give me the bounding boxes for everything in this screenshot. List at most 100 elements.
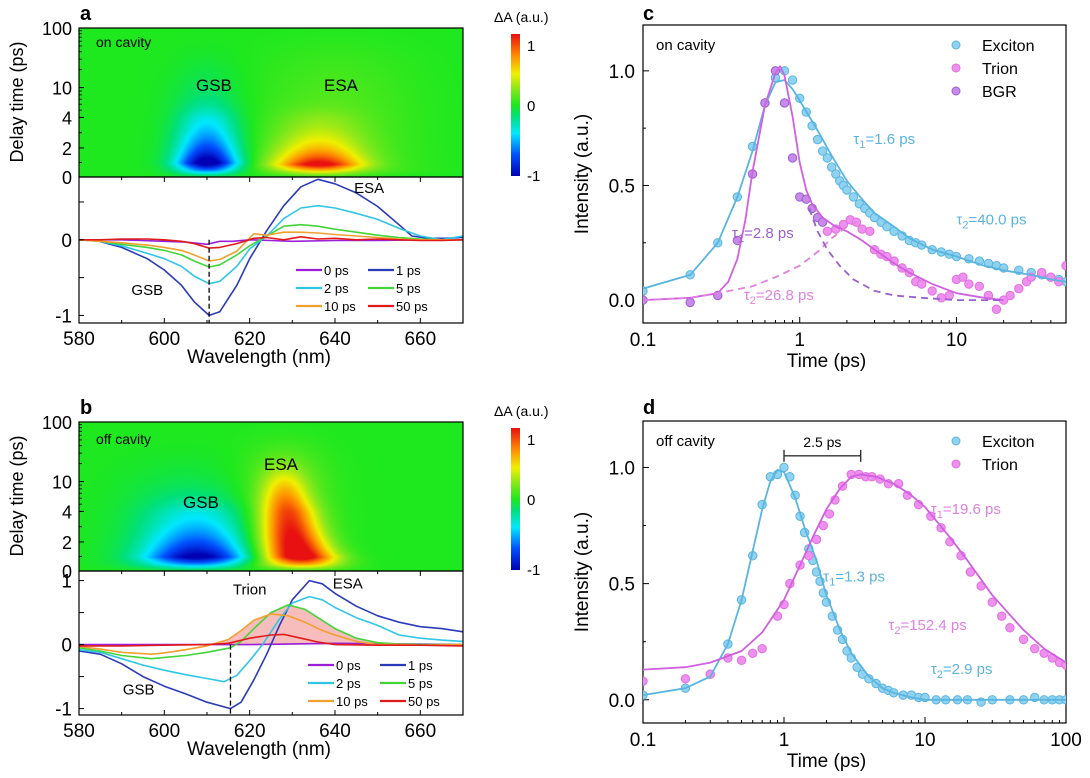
heatmap-a-canvas (79, 28, 463, 177)
tau-subscript: 1 (859, 139, 865, 151)
spectra-annotation-esa: ESA (354, 180, 384, 197)
x-axis-label: Time (ps) (787, 351, 867, 372)
legend-label-exciton: Exciton (982, 38, 1034, 55)
data-point-trion (926, 511, 936, 521)
tau-subscript: 2 (750, 295, 756, 307)
legend-label-1ps: 1 ps (396, 263, 421, 278)
legend-label-0ps: 0 ps (324, 263, 349, 278)
colorbar-b-label: ΔA (a.u.) (494, 403, 548, 419)
legend-label-50ps: 50 ps (396, 299, 428, 314)
data-point-exciton (817, 146, 828, 156)
tau-subscript: 2 (962, 219, 968, 231)
legend-marker-exciton (951, 436, 961, 446)
tau-subscript: 1 (937, 509, 943, 521)
x-tick-label: 0.1 (630, 330, 656, 351)
data-point-trion (1014, 283, 1024, 294)
data-point-trion (944, 290, 954, 301)
panel-c-label: c (643, 3, 654, 25)
data-point-trion (936, 293, 946, 303)
x-tick-label: 10 (914, 730, 935, 751)
spectrum-line-50ps (79, 633, 464, 647)
data-point-exciton (822, 153, 833, 163)
data-point-trion (964, 279, 974, 289)
fit-line-exciton-fit (643, 79, 1066, 290)
fit-label: τ1=1.6 ps (853, 131, 915, 151)
heatmap-y-tick-label: 0 (62, 562, 72, 582)
tau-value: =26.8 ps (756, 287, 814, 304)
panel-b-spectra: 580 600 620 640 660 Wavelength (nm) 1 0 -1 Trion E… (55, 570, 464, 760)
data-point-trion (748, 648, 758, 659)
heatmap-b-canvas (79, 422, 463, 571)
fit-label: τ1=19.6 ps (931, 501, 1001, 521)
legend-label-0ps: 0 ps (336, 658, 361, 673)
data-point-trion (824, 509, 835, 519)
data-point-trion (882, 251, 892, 262)
heatmap-a-y-ticks: 0 2 4 10 100 (42, 19, 84, 188)
data-point-bgr (779, 98, 790, 108)
heatmap-a-gsb-label: GSB (196, 76, 232, 95)
kinetics-annotation: on cavity (656, 37, 716, 54)
spectra-annotation-gsb: GSB (131, 282, 163, 299)
legend-label-5ps: 5 ps (408, 676, 433, 691)
data-point-trion (1018, 634, 1029, 645)
data-point-bgr (685, 297, 695, 308)
y-tick-label: 1 (61, 572, 72, 593)
tau-subscript: 1 (738, 233, 744, 245)
legend-label-bgr: BGR (982, 84, 1017, 101)
spectrum-line-50ps (79, 236, 464, 249)
y-tick-label: 0.0 (609, 691, 635, 712)
x-tick-label: 580 (63, 721, 95, 742)
heatmap-y-tick-label: 4 (62, 108, 72, 128)
y-tick-label: 0 (61, 231, 72, 252)
fit-line-trion-bgr-fit (643, 65, 1004, 301)
plot-area (643, 65, 1066, 314)
data-point-trion (857, 224, 867, 234)
kinetics-frame (642, 420, 1067, 724)
heatmap-b-esa-label: ESA (264, 455, 299, 474)
x-tick-label: 580 (63, 329, 95, 350)
tau-symbol: τ (956, 211, 962, 228)
fit-line-trion-component (643, 221, 857, 301)
data-point-trion (822, 226, 833, 237)
spectra-annotation-gsb: GSB (123, 682, 155, 699)
kinetics-frame (642, 24, 1067, 324)
y-axis-label: Intensity (a.u.) (572, 114, 593, 234)
fit-line-bgr-component (808, 208, 1004, 302)
tau-subscript: 2 (894, 625, 900, 637)
panel-b-label: b (80, 397, 92, 419)
panel-a-spectra: 580 600 620 640 660 Wavelength (nm) 0 -1 ESA GSB 0… (55, 176, 464, 368)
spectrum-line-2ps (78, 595, 464, 683)
heatmap-y-tick-label: 100 (42, 413, 72, 433)
y-tick-label: -1 (55, 306, 72, 327)
legend-label-2ps: 2 ps (336, 676, 361, 691)
colorbar-b-tick-max: 1 (527, 432, 535, 449)
spectrum-line-1ps (78, 178, 464, 317)
heatmap-y-tick-label: 10 (52, 473, 72, 493)
colorbar-a-tick-min: -1 (527, 168, 540, 185)
colorbar-b-tick-min: -1 (527, 562, 540, 579)
data-point-trion (927, 286, 937, 296)
data-point-trion (1061, 260, 1066, 271)
tau-symbol: τ (931, 661, 937, 678)
colorbar-a (511, 34, 520, 176)
tau-value: =152.4 ps (900, 617, 966, 634)
tau-symbol: τ (888, 617, 894, 634)
data-point-trion (851, 217, 862, 227)
heatmap-b-gsb-label: GSB (183, 493, 219, 512)
bracket-label: 2.5 ps (803, 434, 841, 450)
tau-subscript: 1 (829, 576, 835, 588)
heatmap-b-y-ticks: 0 2 4 10 100 (42, 413, 84, 582)
heatmap-y-tick-label: 10 (52, 79, 72, 99)
legend-marker-trion (951, 63, 961, 73)
x-axis-label: Time (ps) (787, 751, 867, 772)
heatmap-a-esa-label: ESA (324, 76, 359, 95)
y-tick-label: 1.0 (609, 458, 635, 479)
fit-label: τ1=1.3 ps (823, 568, 885, 588)
tau-value: =1.6 ps (865, 131, 915, 148)
spectrum-line-1ps (78, 579, 464, 710)
data-point-trion (916, 279, 927, 289)
data-point-bgr (787, 153, 798, 163)
legend-label-1ps: 1 ps (408, 658, 433, 673)
x-tick-label: 600 (148, 329, 180, 350)
